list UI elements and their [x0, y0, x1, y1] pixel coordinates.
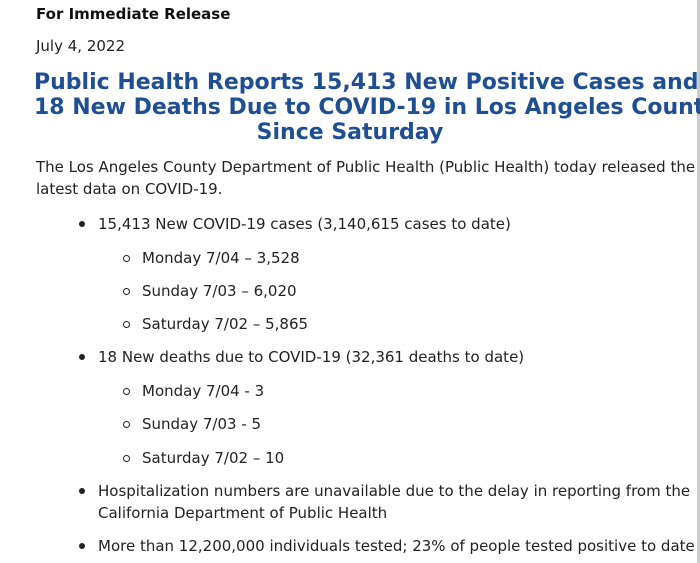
list-item-text: 18 New deaths due to COVID-19 (32,361 de… [98, 348, 525, 366]
intro-line: latest data on COVID-19. [36, 180, 223, 198]
list-item-deaths: 18 New deaths due to COVID-19 (32,361 de… [79, 346, 525, 368]
list-item-cases: 15,413 New COVID-19 cases (3,140,615 cas… [79, 213, 511, 235]
headline-line: Since Saturday [256, 120, 444, 145]
headline-line: 18 New Deaths Due to COVID-19 in Los Ang… [34, 95, 700, 120]
sub-list-item: Sunday 7/03 - 5 [123, 413, 262, 435]
list-item-tested: More than 12,200,000 individuals tested;… [79, 535, 695, 557]
sub-list-item-text: Saturday 7/02 – 5,865 [142, 315, 309, 333]
headline-line: Public Health Reports 15,413 New Positiv… [34, 70, 699, 95]
headline: Public Health Reports 15,413 New Positiv… [34, 70, 700, 145]
sub-list-item: Saturday 7/02 – 5,865 [123, 313, 309, 335]
list-item-text: 15,413 New COVID-19 cases (3,140,615 cas… [98, 215, 511, 233]
list-item-text: More than 12,200,000 individuals tested;… [98, 537, 695, 555]
list-item-text: California Department of Public Health [98, 504, 388, 522]
sub-list-item-text: Saturday 7/02 – 10 [142, 449, 285, 467]
sub-list-item: Monday 7/04 - 3 [123, 380, 265, 402]
intro-paragraph: The Los Angeles County Department of Pub… [36, 156, 696, 200]
sub-list-item: Saturday 7/02 – 10 [123, 447, 285, 469]
sub-list-item-text: Sunday 7/03 – 6,020 [142, 282, 297, 300]
sub-list-item-text: Sunday 7/03 - 5 [142, 415, 262, 433]
sub-list-item: Sunday 7/03 – 6,020 [123, 280, 297, 302]
release-date: July 4, 2022 [36, 37, 125, 55]
sub-list-item: Monday 7/04 – 3,528 [123, 247, 300, 269]
sub-list-item-text: Monday 7/04 - 3 [142, 382, 265, 400]
intro-line: The Los Angeles County Department of Pub… [36, 158, 696, 176]
sub-list-item-text: Monday 7/04 – 3,528 [142, 249, 300, 267]
release-label: For Immediate Release [36, 5, 231, 23]
list-item-hospitalization: Hospitalization numbers are unavailable … [79, 480, 691, 524]
list-item-text: Hospitalization numbers are unavailable … [98, 482, 691, 500]
